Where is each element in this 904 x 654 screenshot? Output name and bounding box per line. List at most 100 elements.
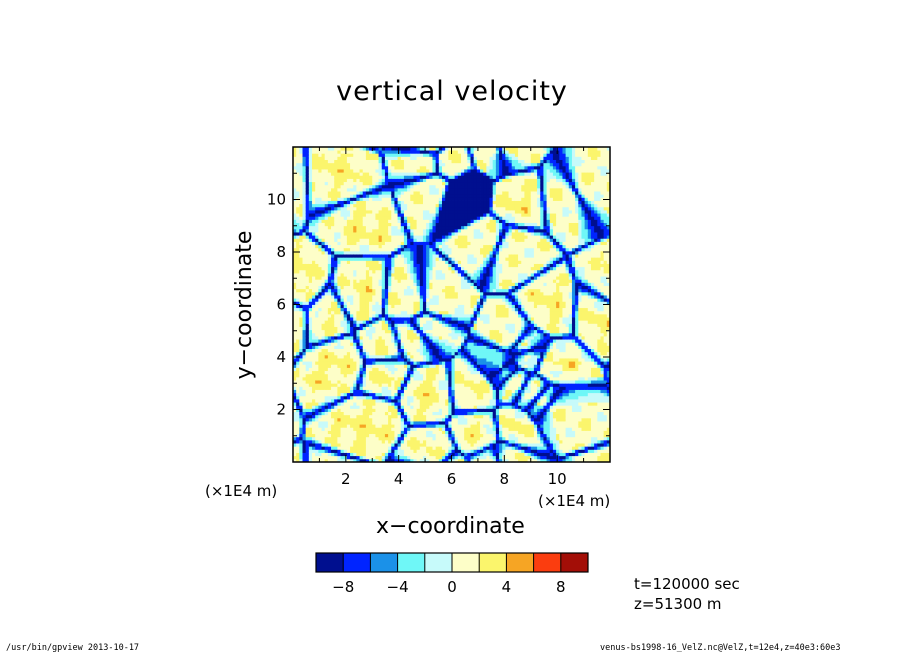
field-cell (359, 402, 364, 406)
field-cell (391, 364, 395, 368)
field-cell (318, 310, 322, 315)
field-cell (391, 147, 395, 151)
field-cell (441, 427, 446, 431)
field-cell (353, 373, 357, 378)
field-cell (299, 339, 303, 343)
field-cell (356, 238, 360, 242)
field-cell (448, 370, 452, 375)
field-cell (391, 263, 395, 268)
field-cell (346, 458, 351, 462)
field-cell (353, 411, 357, 416)
field-cell (432, 288, 437, 293)
field-cell (293, 191, 297, 195)
field-cell (346, 446, 351, 450)
field-cell (308, 329, 313, 334)
field-cell (343, 411, 348, 416)
field-cell (416, 162, 421, 167)
field-cell (394, 361, 399, 365)
field-cell (413, 247, 418, 252)
field-cell (334, 191, 338, 195)
field-cell (435, 175, 440, 179)
field-cell (299, 414, 303, 419)
field-cell (302, 364, 307, 368)
field-cell (331, 436, 335, 441)
field-cell (419, 273, 424, 277)
field-cell (378, 310, 383, 315)
field-cell (435, 345, 440, 349)
field-cell (438, 307, 443, 312)
field-cell (394, 386, 399, 390)
field-cell (353, 317, 357, 321)
field-cell (403, 439, 408, 444)
field-cell (356, 279, 360, 283)
field-cell (346, 244, 351, 249)
field-cell (394, 263, 399, 268)
field-cell (293, 339, 297, 343)
field-cell (308, 147, 313, 151)
field-cell (321, 276, 326, 280)
field-cell (400, 162, 405, 167)
field-cell (340, 414, 345, 419)
field-cell (378, 266, 383, 271)
field-cell (362, 147, 367, 151)
field-cell (378, 439, 383, 444)
field-cell (397, 326, 402, 331)
field-cell (302, 254, 307, 258)
field-cell (438, 458, 443, 462)
field-cell (369, 383, 373, 387)
field-cell (426, 421, 430, 425)
field-cell (353, 310, 357, 315)
field-cell (381, 203, 386, 208)
field-cell (416, 310, 421, 315)
field-cell (350, 329, 354, 334)
field-cell (356, 269, 360, 274)
field-cell (388, 159, 392, 164)
field-cell (337, 266, 341, 271)
field-cell (403, 373, 408, 378)
field-cell (337, 156, 341, 160)
field-cell (302, 203, 307, 208)
field-cell (296, 153, 300, 157)
field-cell (413, 430, 418, 435)
field-cell (312, 194, 316, 198)
field-cell (293, 358, 297, 362)
field-cell (372, 219, 376, 223)
field-cell (403, 402, 408, 406)
field-cell (331, 175, 335, 179)
field-cell (299, 329, 303, 334)
field-cell (302, 351, 307, 356)
field-cell (302, 276, 307, 280)
field-cell (359, 187, 364, 192)
field-cell (299, 257, 303, 261)
field-cell (381, 260, 386, 264)
field-cell (441, 285, 446, 290)
field-cell (334, 238, 338, 242)
field-cell (400, 348, 405, 353)
field-cell (334, 210, 338, 214)
field-cell (362, 165, 367, 170)
field-cell (321, 326, 326, 331)
field-cell (293, 150, 297, 154)
field-cell (445, 200, 449, 205)
field-cell (350, 178, 354, 183)
field-cell (362, 326, 367, 331)
field-cell (394, 213, 399, 217)
field-cell (391, 213, 395, 217)
field-cell (312, 348, 316, 353)
field-cell (296, 241, 300, 246)
field-cell (372, 304, 376, 309)
field-cell (372, 307, 376, 312)
field-cell (422, 380, 427, 384)
field-cell (445, 257, 449, 261)
field-cell (416, 213, 421, 217)
field-cell (394, 288, 399, 293)
field-cell (419, 172, 424, 176)
field-cell (308, 162, 313, 167)
field-cell (302, 332, 307, 337)
field-cell (337, 395, 341, 400)
field-cell (407, 326, 411, 331)
field-cell (315, 181, 319, 186)
field-cell (331, 216, 335, 220)
field-cell (375, 329, 379, 334)
field-cell (305, 345, 310, 349)
